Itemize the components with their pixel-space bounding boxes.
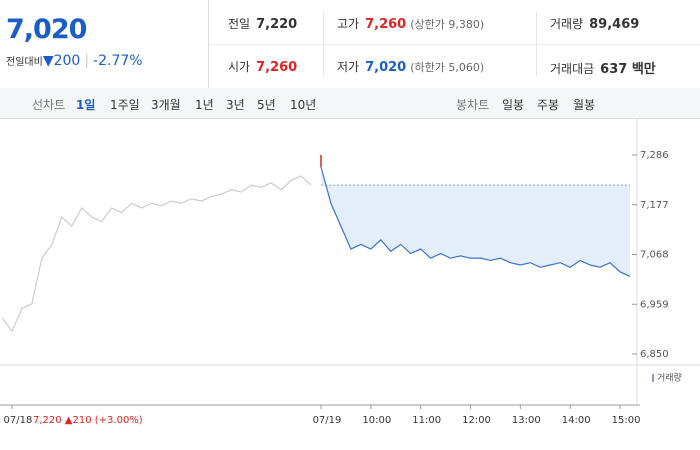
stat: 시가 7,260 <box>228 58 297 75</box>
period-tab[interactable]: 주봉 <box>537 98 560 112</box>
change-value: 200 <box>53 53 81 69</box>
x-tick-label: 07/18 <box>4 415 33 426</box>
x-tick-label: 13:00 <box>512 415 541 426</box>
stat-label: 저가 <box>337 60 360 74</box>
stat: 거래량 89,469 <box>550 15 639 32</box>
period-tab[interactable]: 1년 <box>195 98 214 112</box>
period-tab[interactable]: 10년 <box>290 98 317 112</box>
stat-value: 7,220 <box>256 17 298 32</box>
stat-value: 7,260 <box>256 60 298 75</box>
area-fill <box>320 166 630 277</box>
stat: 고가 7,260 (상한가 9,380) <box>337 15 484 32</box>
stat-label: 거래량 <box>550 17 584 31</box>
period-tab[interactable]: 3개월 <box>151 98 181 112</box>
stat-value: 637 백만 <box>600 62 656 77</box>
tab-group-label: 봉차트 <box>456 98 490 112</box>
prev-day-info: 7,220 ▲210 (+3.00%) <box>33 415 143 426</box>
x-tick-label: 10:00 <box>362 415 391 426</box>
stat-value: 89,469 <box>589 17 640 32</box>
price-line <box>1 175 312 333</box>
y-tick-label: 7,286 <box>640 150 669 161</box>
y-tick-label: 6,959 <box>640 299 669 310</box>
stat-label: 거래대금 <box>550 62 595 76</box>
y-tick-label: 7,068 <box>640 250 669 261</box>
x-tick-label: 15:00 <box>612 415 641 426</box>
stat-value: 7,020 <box>365 60 407 75</box>
stat-label: 전일 <box>228 17 251 31</box>
current-price: 7,020 <box>6 14 87 45</box>
period-tab[interactable]: 3년 <box>226 98 245 112</box>
y-tick-label: 6,850 <box>640 349 669 360</box>
down-arrow: ▼ <box>42 53 54 69</box>
stat: 거래대금 637 백만 <box>550 58 656 77</box>
period-tab[interactable]: 일봉 <box>502 98 525 112</box>
period-tab[interactable]: 1일 <box>76 98 96 112</box>
price-line <box>320 166 631 277</box>
change-label: 전일대비 <box>6 57 43 68</box>
x-tick-label: 14:00 <box>562 415 591 426</box>
change-pct: -2.77% <box>93 53 143 69</box>
stat-label: 고가 <box>337 17 360 31</box>
period-tab[interactable]: 월봉 <box>573 98 596 112</box>
stat-label: 시가 <box>228 60 251 74</box>
period-tab[interactable]: 5년 <box>257 98 276 112</box>
volume-legend-swatch <box>652 374 654 382</box>
stat-note: (상한가 9,380) <box>410 18 485 31</box>
x-tick-label: 11:00 <box>412 415 441 426</box>
stat: 전일 7,220 <box>228 15 297 32</box>
period-tab[interactable]: 1주일 <box>110 98 140 112</box>
volume-legend: 거래량 <box>657 372 682 384</box>
stat: 저가 7,020 (하한가 5,060) <box>337 58 484 75</box>
x-tick-label: 12:00 <box>462 415 491 426</box>
price-change: 전일대비▼200 | -2.77% <box>6 53 143 69</box>
tab-group-label: 선차트 <box>32 98 66 112</box>
quote-header: 7,020 전일대비▼200 | -2.77% 전일 7,220 고가 7,260 (상한… <box>0 0 700 89</box>
stat-value: 7,260 <box>365 17 407 32</box>
price-box: 7,020 전일대비▼200 | -2.77% <box>0 0 209 88</box>
period-tabs: 선차트 봉차트 1일 1주일 3개월 1년 3년 5년 10년 일봉 주봉 월봉 <box>0 88 700 119</box>
y-tick-label: 7,177 <box>640 200 669 211</box>
stat-note: (하한가 5,060) <box>410 61 485 74</box>
x-tick-label: 07/19 <box>313 415 342 426</box>
